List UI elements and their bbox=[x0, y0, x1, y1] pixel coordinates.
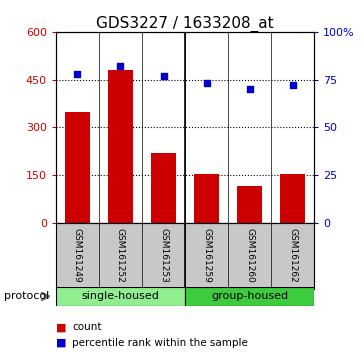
Bar bbox=[108, 70, 134, 223]
Text: GSM161252: GSM161252 bbox=[116, 228, 125, 283]
Bar bbox=[280, 174, 305, 223]
Point bbox=[118, 63, 123, 69]
Bar bbox=[65, 112, 90, 223]
Bar bbox=[185, 287, 314, 306]
Text: protocol: protocol bbox=[4, 291, 49, 302]
Text: GSM161249: GSM161249 bbox=[73, 228, 82, 283]
Text: GSM161262: GSM161262 bbox=[288, 228, 297, 283]
Point bbox=[290, 82, 295, 88]
Text: ■: ■ bbox=[56, 322, 66, 332]
Text: group-housed: group-housed bbox=[211, 291, 288, 302]
Point bbox=[75, 71, 81, 77]
Point bbox=[161, 73, 166, 79]
Text: percentile rank within the sample: percentile rank within the sample bbox=[72, 338, 248, 348]
Bar bbox=[237, 187, 262, 223]
Point bbox=[247, 86, 252, 92]
Bar bbox=[193, 174, 219, 223]
Text: GSM161253: GSM161253 bbox=[159, 228, 168, 283]
Title: GDS3227 / 1633208_at: GDS3227 / 1633208_at bbox=[96, 16, 274, 32]
Text: GSM161260: GSM161260 bbox=[245, 228, 254, 283]
Text: ■: ■ bbox=[56, 338, 66, 348]
Point bbox=[204, 81, 209, 86]
Bar bbox=[56, 287, 185, 306]
Bar bbox=[151, 153, 177, 223]
Text: single-housed: single-housed bbox=[82, 291, 160, 302]
Text: GSM161259: GSM161259 bbox=[202, 228, 211, 283]
Text: count: count bbox=[72, 322, 102, 332]
